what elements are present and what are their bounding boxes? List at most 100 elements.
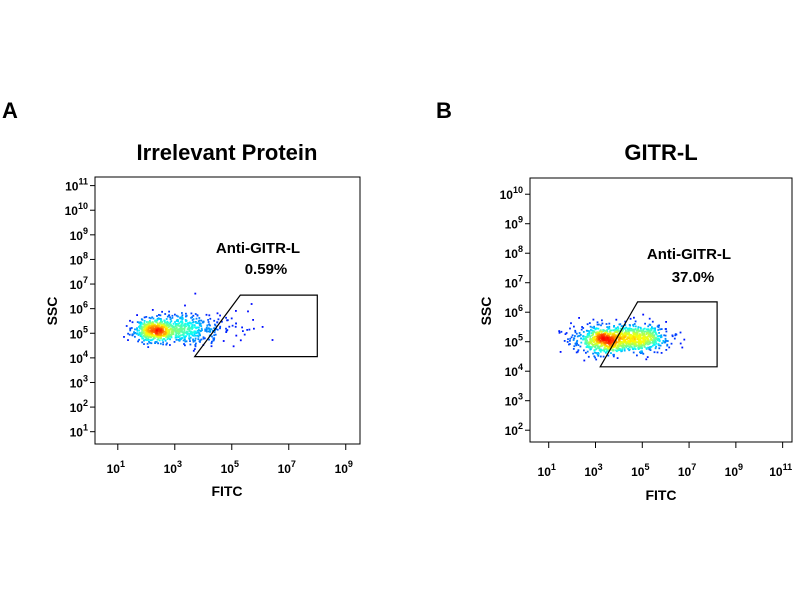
- scatter-point: [143, 339, 145, 342]
- scatter-point: [175, 338, 178, 341]
- scatter-point: [192, 314, 195, 317]
- scatter-point: [123, 336, 125, 338]
- scatter-point: [570, 322, 572, 325]
- scatter-point: [634, 342, 637, 345]
- scatter-point: [143, 332, 145, 335]
- scatter-point: [191, 321, 194, 324]
- scatter-point: [139, 323, 142, 326]
- scatter-point: [194, 326, 196, 329]
- scatter-point: [632, 342, 635, 345]
- scatter-point: [599, 340, 602, 343]
- scatter-point: [165, 329, 167, 332]
- scatter-point: [193, 324, 196, 327]
- scatter-point: [213, 334, 216, 337]
- scatter-point: [211, 335, 213, 338]
- scatter-point: [628, 340, 631, 342]
- x-tick-label: 105: [221, 459, 239, 476]
- scatter-point: [186, 323, 188, 325]
- scatter-point: [164, 324, 167, 327]
- scatter-point: [652, 344, 654, 347]
- scatter-point: [166, 330, 169, 333]
- scatter-point: [621, 346, 624, 349]
- scatter-point: [208, 314, 211, 317]
- scatter-point: [610, 352, 612, 354]
- scatter-point: [595, 358, 598, 361]
- scatter-point: [599, 345, 602, 348]
- scatter-point: [642, 352, 645, 355]
- scatter-point: [216, 321, 219, 324]
- scatter-point: [180, 334, 182, 337]
- scatter-point: [615, 334, 618, 337]
- scatter-point: [597, 352, 600, 355]
- scatter-point: [159, 342, 162, 345]
- scatter-point: [640, 342, 642, 344]
- scatter-point: [613, 325, 615, 328]
- scatter-point: [141, 331, 144, 334]
- scatter-point: [635, 329, 638, 332]
- scatter-point: [155, 325, 158, 328]
- scatter-point: [167, 326, 170, 329]
- scatter-point: [587, 341, 590, 344]
- scatter-point: [674, 333, 677, 335]
- scatter-point: [629, 334, 631, 337]
- scatter-point: [636, 329, 639, 332]
- scatter-point: [604, 330, 607, 333]
- scatter-point: [602, 341, 605, 343]
- scatter-point: [660, 352, 663, 354]
- scatter-point: [159, 328, 161, 330]
- scatter-point: [164, 334, 167, 337]
- scatter-point: [617, 327, 620, 330]
- scatter-point: [625, 342, 627, 344]
- scatter-point: [137, 340, 139, 343]
- plot-title: GITR-L: [624, 140, 697, 165]
- scatter-point: [162, 330, 165, 333]
- scatter-point: [582, 327, 585, 329]
- scatter-point: [578, 334, 581, 337]
- panel-b: B GITR-L Anti-GITR-L 37.0% 101 103 105 107 1…: [436, 98, 793, 503]
- scatter-point: [200, 338, 203, 341]
- scatter-point: [214, 324, 217, 327]
- scatter-point: [569, 343, 571, 345]
- scatter-point: [575, 332, 578, 335]
- scatter-point: [188, 328, 191, 331]
- scatter-point: [200, 327, 203, 330]
- scatter-point: [628, 346, 631, 348]
- scatter-point: [184, 340, 187, 343]
- scatter-point: [611, 334, 614, 336]
- scatter-point: [586, 334, 589, 337]
- scatter-point: [652, 327, 654, 330]
- scatter-point: [621, 345, 623, 347]
- scatter-point: [602, 337, 605, 340]
- scatter-point: [598, 335, 601, 338]
- scatter-point: [603, 349, 606, 352]
- scatter-point: [151, 309, 154, 311]
- scatter-point: [573, 325, 575, 328]
- scatter-point: [178, 338, 181, 340]
- scatter-point: [163, 324, 166, 327]
- scatter-point: [626, 328, 629, 331]
- scatter-point: [613, 338, 616, 340]
- scatter-point: [652, 334, 655, 337]
- scatter-point: [198, 334, 201, 336]
- scatter-point: [633, 316, 635, 319]
- scatter-point: [627, 348, 629, 350]
- scatter-point: [592, 345, 595, 347]
- scatter-point: [148, 339, 150, 341]
- scatter-point: [138, 338, 140, 341]
- scatter-point: [175, 332, 178, 335]
- scatter-point: [566, 341, 569, 343]
- scatter-point: [190, 316, 192, 319]
- scatter-point: [140, 325, 143, 328]
- x-tick-label: 105: [631, 462, 649, 479]
- scatter-point: [604, 346, 606, 349]
- scatter-point: [585, 346, 588, 348]
- scatter-point: [585, 329, 588, 332]
- scatter-point: [630, 334, 632, 336]
- scatter-point: [569, 337, 572, 340]
- scatter-point: [134, 335, 136, 338]
- y-axis-label: SSC: [478, 297, 494, 326]
- scatter-point: [641, 341, 644, 343]
- scatter-point: [177, 330, 180, 333]
- scatter-point: [148, 332, 151, 335]
- scatter-point: [578, 332, 581, 334]
